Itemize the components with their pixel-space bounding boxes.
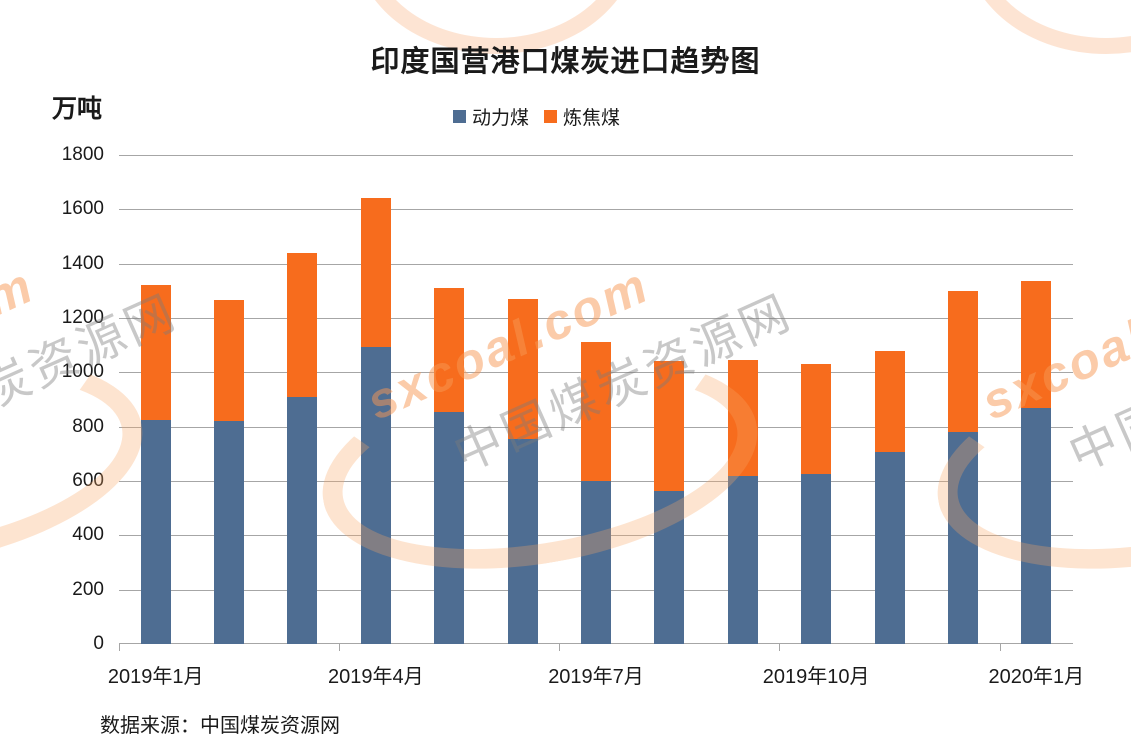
bar-segment-动力煤-2019年7月 (581, 481, 611, 644)
bar-segment-动力煤-2019年4月 (360, 346, 391, 644)
y-tick-label: 1400 (61, 252, 104, 274)
bar-segment-动力煤-2019年3月 (287, 396, 318, 644)
bar-segment-动力煤-2019年6月 (507, 438, 538, 644)
legend-item-coking-coal: 炼焦煤 (544, 103, 620, 130)
y-tick-label: 200 (72, 578, 104, 600)
bar-segment-炼焦煤-2019年7月 (581, 342, 611, 481)
gridline (119, 209, 1073, 211)
bar-segment-炼焦煤-2019年12月 (947, 290, 978, 433)
x-tick-label: 2020年1月 (988, 666, 1085, 688)
legend: 动力煤 炼焦煤 (453, 103, 620, 130)
x-tick-label: 2019年1月 (107, 666, 204, 688)
x-axis-tick (339, 644, 341, 651)
bar-segment-炼焦煤-2019年4月 (360, 198, 391, 347)
bar-segment-动力煤-2019年10月 (801, 474, 832, 644)
x-axis-tick (999, 644, 1001, 651)
legend-item-thermal-coal: 动力煤 (453, 103, 529, 130)
watermark-latin-text: sxcoal.com (0, 256, 43, 431)
bar-segment-动力煤-2019年1月 (140, 419, 171, 644)
plot-area (119, 155, 1073, 651)
chart-title: 印度国营港口煤炭进口趋势图 (370, 46, 761, 78)
bar-segment-动力煤-2019年12月 (947, 432, 978, 644)
y-tick-label: 1600 (61, 198, 104, 220)
bar-segment-炼焦煤-2019年5月 (434, 288, 465, 412)
y-tick-label: 1800 (61, 144, 104, 165)
x-axis-tick (119, 644, 120, 651)
legend-swatch-coking-coal-icon (544, 110, 558, 123)
x-tick-label: 2019年7月 (548, 666, 644, 688)
gridline (119, 263, 1073, 265)
y-tick-label: 0 (93, 633, 104, 654)
y-tick-label: 800 (72, 415, 104, 437)
bar-segment-炼焦煤-2020年1月 (1021, 281, 1052, 408)
source-note: 数据来源：中国煤炭资源网 (100, 715, 340, 737)
bar-segment-炼焦煤-2019年9月 (727, 360, 758, 476)
legend-label-coking-coal: 炼焦煤 (563, 108, 621, 129)
bar-segment-动力煤-2019年5月 (434, 411, 465, 644)
x-axis-tick (779, 644, 781, 651)
x-tick-label: 2019年10月 (762, 666, 870, 688)
y-tick-label: 1000 (61, 361, 104, 383)
bar-segment-动力煤-2019年11月 (874, 452, 905, 644)
x-axis-tick (559, 644, 561, 651)
bar-segment-动力煤-2019年9月 (727, 475, 758, 644)
y-axis-unit-label: 万吨 (52, 95, 103, 123)
bar-segment-炼焦煤-2019年10月 (801, 364, 832, 475)
legend-swatch-thermal-coal-icon (453, 110, 466, 123)
bar-segment-动力煤-2020年1月 (1021, 407, 1052, 644)
legend-label-thermal-coal: 动力煤 (472, 108, 530, 129)
bar-segment-炼焦煤-2019年8月 (654, 361, 685, 491)
y-tick-label: 400 (72, 524, 104, 546)
bar-segment-炼焦煤-2019年6月 (507, 299, 538, 439)
y-tick-label: 600 (72, 470, 104, 491)
bar-segment-炼焦煤-2019年1月 (140, 285, 171, 420)
bar-segment-动力煤-2019年2月 (214, 421, 245, 644)
bar-segment-炼焦煤-2019年3月 (287, 252, 318, 397)
bar-segment-动力煤-2019年8月 (654, 490, 685, 644)
gridline (119, 318, 1073, 319)
bar-segment-炼焦煤-2019年11月 (874, 350, 905, 453)
y-tick-label: 1200 (61, 307, 104, 328)
gridline (119, 155, 1073, 156)
bar-segment-炼焦煤-2019年2月 (214, 300, 245, 422)
x-tick-label: 2019年4月 (328, 666, 424, 688)
